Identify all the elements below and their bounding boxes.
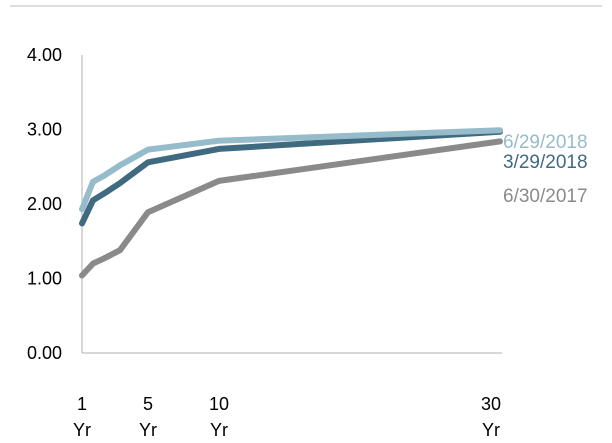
x-tick-value: 5	[143, 394, 153, 414]
y-tick-label-3: 3.00	[27, 120, 62, 140]
x-tick-unit: Yr	[210, 420, 228, 440]
x-tick-unit: Yr	[139, 420, 157, 440]
y-tick-label-4: 4.00	[27, 45, 62, 65]
x-axis-tick-labels: 1 Yr 5 Yr 10 Yr 30 Yr	[73, 394, 501, 440]
series-label-2: 6/29/2018	[503, 132, 588, 153]
series-label-1: 3/29/2018	[503, 152, 588, 173]
series-line-1	[79, 128, 503, 227]
x-tick-label-1: 5 Yr	[139, 394, 157, 440]
y-axis-tick-labels: 0.00 1.00 2.00 3.00 4.00	[27, 45, 62, 363]
x-tick-value: 30	[481, 394, 501, 414]
x-tick-unit: Yr	[482, 420, 500, 440]
x-tick-value: 1	[77, 394, 87, 414]
x-tick-label-3: 30 Yr	[481, 394, 501, 440]
x-tick-label-2: 10 Yr	[209, 394, 229, 440]
x-tick-label-0: 1 Yr	[73, 394, 91, 440]
series-lines	[79, 127, 503, 279]
series-label-0: 6/30/2017	[503, 186, 588, 207]
series-line-0	[79, 138, 503, 279]
y-tick-label-1: 1.00	[27, 269, 62, 289]
x-tick-value: 10	[209, 394, 229, 414]
y-tick-label-2: 2.00	[27, 194, 62, 214]
series-line-2	[79, 127, 503, 213]
x-tick-unit: Yr	[73, 420, 91, 440]
y-tick-label-0: 0.00	[27, 343, 62, 363]
